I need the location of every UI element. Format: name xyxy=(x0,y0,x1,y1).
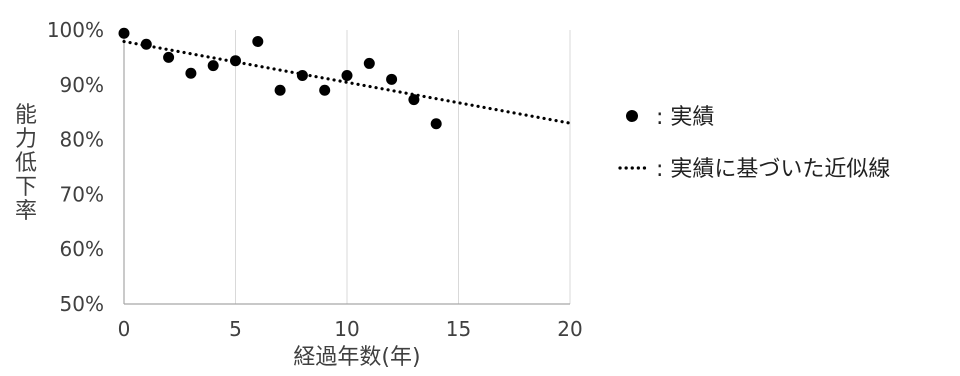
x-tick-label: 15 xyxy=(446,317,471,341)
legend-label-actual: : 実績 xyxy=(656,105,714,130)
data-point xyxy=(408,94,420,106)
axis-layer: 0 5 10 15 20 50% 60% 70% 80% 90% 100% xyxy=(47,18,583,341)
legend-label-trendline: : 実績に基づいた近似線 xyxy=(656,157,890,182)
data-point xyxy=(230,55,241,67)
data-point xyxy=(163,51,175,63)
y-axis-title-char: 率 xyxy=(15,199,37,224)
y-axis-title-char: 低 xyxy=(15,151,37,176)
data-point xyxy=(207,60,219,72)
data-point xyxy=(118,27,130,39)
y-tick-label: 60% xyxy=(60,237,104,261)
data-point xyxy=(274,84,286,96)
x-tick-label: 5 xyxy=(229,317,242,341)
trend-layer xyxy=(122,39,572,125)
y-tick-label: 80% xyxy=(60,128,104,152)
data-point xyxy=(386,73,398,85)
data-point xyxy=(430,118,442,130)
data-point xyxy=(319,84,331,96)
y-axis-title-char: 下 xyxy=(15,175,37,200)
y-tick-label: 100% xyxy=(47,18,104,42)
x-axis-title: 経過年数(年) xyxy=(293,345,420,370)
data-point xyxy=(140,38,152,50)
y-axis-title-char: 力 xyxy=(15,127,37,152)
y-tick-label: 90% xyxy=(60,73,104,97)
trendline xyxy=(122,39,572,125)
legend-marker-dot xyxy=(626,110,638,122)
y-tick-label: 70% xyxy=(60,182,104,206)
points-layer xyxy=(118,27,442,130)
data-point xyxy=(296,69,308,81)
x-tick-label: 20 xyxy=(557,317,582,341)
y-tick-label: 50% xyxy=(60,292,104,316)
data-point xyxy=(341,69,353,81)
data-point xyxy=(363,57,375,69)
data-point xyxy=(252,36,264,48)
x-tick-label: 10 xyxy=(334,317,359,341)
x-tick-label: 0 xyxy=(118,317,131,341)
legend: : 実績 : 実績に基づいた近似線 xyxy=(618,105,890,182)
data-point xyxy=(185,67,197,79)
y-axis-title-char: 能 xyxy=(15,103,37,128)
